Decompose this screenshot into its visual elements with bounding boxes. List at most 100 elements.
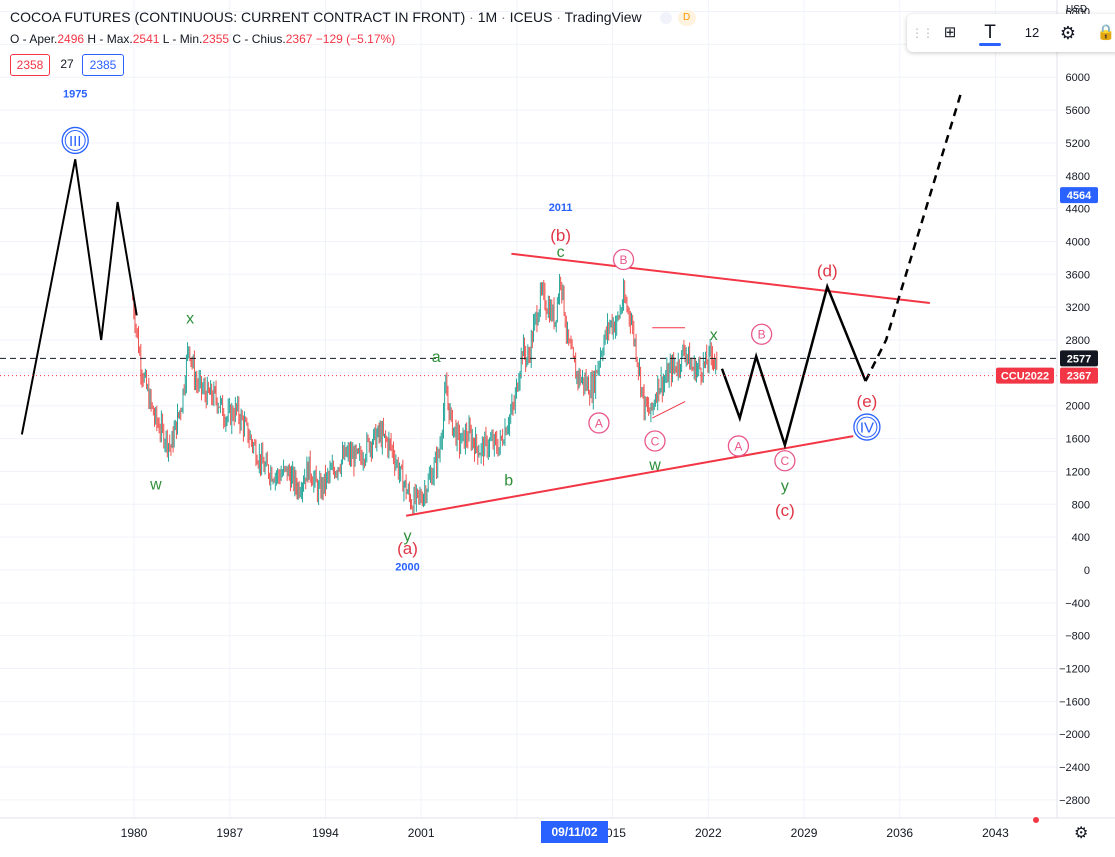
high-label: H - Max. — [87, 32, 133, 46]
chart-grid — [0, 0, 1057, 818]
y-tick-label: 1200 — [1066, 466, 1090, 478]
text-color-icon[interactable]: T — [975, 14, 1005, 52]
symbol-name[interactable]: COCOA FUTURES (CONTINUOUS: CURRENT CONTR… — [10, 9, 466, 25]
wave-circle-inner — [64, 129, 86, 151]
lower-trendline — [405, 435, 854, 517]
price-badge — [1060, 350, 1098, 367]
y-tick-label: 2800 — [1066, 335, 1090, 347]
x-tick-label: 2001 — [408, 826, 435, 840]
forecast-path-dashed — [864, 91, 963, 382]
source-label: TradingView — [564, 9, 642, 25]
buy-price-box[interactable]: 2385 — [82, 54, 124, 76]
wave-label: (d) — [817, 261, 838, 280]
low-value: 2355 — [202, 32, 230, 46]
currency-label: USD — [1066, 4, 1088, 15]
y-tick-label: −1200 — [1059, 664, 1090, 676]
y-tick-label: −400 — [1065, 598, 1090, 610]
wave-label: x — [710, 327, 718, 344]
axis-settings-icon[interactable]: ⚙ — [1074, 825, 1089, 842]
change-value: −129 (−5.17%) — [315, 32, 396, 46]
title-separator: · — [469, 9, 474, 25]
x-tick-label: 1987 — [216, 826, 243, 840]
price-badge-text: 2577 — [1067, 353, 1091, 365]
y-tick-label: −1600 — [1059, 696, 1090, 708]
wave-label: b — [504, 472, 513, 489]
wave-label: w — [648, 457, 661, 474]
wave-label: y — [781, 478, 789, 495]
wave-label: c — [557, 244, 565, 261]
wave-label: A — [595, 416, 603, 430]
chart-title: COCOA FUTURES (CONTINUOUS: CURRENT CONTR… — [10, 9, 696, 27]
text-color-swatch — [979, 43, 1001, 46]
y-tick-label: 4000 — [1066, 236, 1090, 248]
interval-label[interactable]: 1M — [477, 9, 498, 25]
wave-label: (e) — [857, 392, 878, 411]
delayed-badge[interactable]: D — [677, 10, 696, 27]
wave-label: 1975 — [63, 89, 87, 101]
wave-label: a — [432, 349, 441, 366]
triangle-line — [652, 401, 686, 419]
sell-price-box[interactable]: 2358 — [10, 54, 50, 76]
open-value: 2496 — [57, 32, 85, 46]
price-badge — [1060, 187, 1098, 204]
close-label: C - Chius. — [232, 32, 286, 46]
upper-trendline — [511, 252, 930, 305]
wave-label: III — [69, 133, 82, 150]
wave-label: IV — [860, 419, 874, 436]
y-tick-label: 6000 — [1066, 72, 1090, 84]
y-tick-label: −800 — [1065, 631, 1090, 643]
y-tick-label: 5600 — [1066, 105, 1090, 117]
historical-wave-line — [20, 159, 138, 435]
wave-circle-inner — [856, 416, 878, 438]
wave-circle — [774, 450, 796, 472]
x-tick-label: 2036 — [886, 826, 913, 840]
y-tick-label: 5200 — [1066, 138, 1090, 150]
wave-label: C — [651, 434, 660, 448]
wave-label: y — [403, 528, 411, 545]
x-tick-label: 1980 — [121, 826, 148, 840]
y-tick-label: 1600 — [1066, 434, 1090, 446]
wave-circle — [612, 248, 635, 271]
font-size-button[interactable]: 12 — [1024, 25, 1040, 40]
drag-handle-icon[interactable]: ⋮⋮ — [911, 26, 934, 40]
y-tick-label: −2400 — [1059, 762, 1090, 774]
wave-label: (a) — [397, 539, 418, 558]
price-badge-text: 4564 — [1067, 190, 1092, 202]
wave-circle — [61, 126, 89, 155]
wave-circle — [644, 430, 666, 452]
wave-circle — [750, 323, 773, 345]
wave-label: B — [620, 253, 628, 267]
wave-circle — [727, 435, 750, 457]
market-status-icon[interactable] — [659, 12, 672, 25]
y-tick-label: 4400 — [1066, 204, 1090, 216]
open-label: O - Aper. — [10, 32, 58, 46]
template-icon[interactable]: ⊞ — [943, 24, 957, 41]
wave-label: (c) — [775, 501, 795, 520]
wave-label: (b) — [550, 226, 571, 245]
settings-icon[interactable]: ⚙ — [1059, 23, 1077, 43]
wave-label: x — [186, 311, 194, 328]
alert-dot-icon — [1033, 817, 1039, 823]
text-icon: T — [984, 22, 996, 43]
spread-value: 27 — [60, 57, 74, 71]
y-tick-label: 3200 — [1066, 302, 1090, 314]
title-separator: · — [556, 9, 561, 25]
wave-label: 2000 — [395, 562, 419, 574]
y-tick-label: −2800 — [1059, 795, 1090, 807]
wave-label: A — [734, 439, 742, 453]
x-tick-label: 1994 — [312, 826, 339, 840]
y-tick-label: 2000 — [1066, 401, 1090, 413]
low-label: L - Min. — [162, 32, 203, 46]
price-axis: −2800 −2400 −2000 −1600 −1200 −800 −400 0 400 800… — [996, 0, 1115, 857]
lock-icon[interactable]: 🔒 — [1096, 24, 1115, 41]
x-tick-label: 2022 — [695, 826, 722, 840]
series-badge-text: CCU2022 — [1001, 371, 1049, 383]
price-axis-bg — [1057, 0, 1115, 857]
y-tick-label: 3600 — [1066, 269, 1090, 281]
price-badge — [1060, 367, 1098, 384]
wave-label: C — [781, 454, 790, 468]
high-value: 2541 — [132, 32, 160, 46]
close-value: 2367 — [285, 32, 313, 46]
